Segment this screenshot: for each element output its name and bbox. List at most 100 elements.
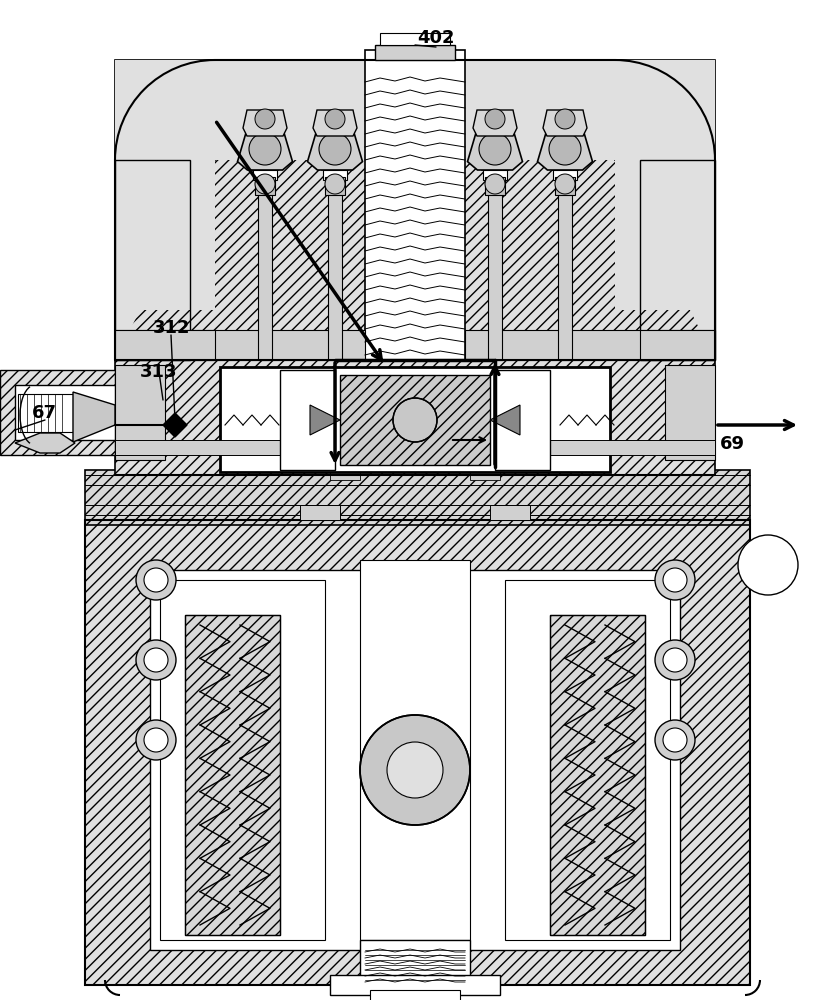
Bar	[115, 160, 215, 310]
Circle shape	[485, 109, 505, 129]
Bar	[330, 975, 500, 995]
Circle shape	[249, 133, 281, 165]
Bar	[220, 367, 610, 472]
Polygon shape	[316, 140, 354, 170]
Bar	[365, 50, 465, 360]
Polygon shape	[237, 128, 293, 170]
Circle shape	[555, 174, 575, 194]
Bar	[550, 615, 645, 935]
Polygon shape	[246, 140, 284, 170]
Bar	[380, 33, 450, 45]
Bar	[470, 470, 500, 480]
Circle shape	[655, 560, 695, 600]
Polygon shape	[490, 405, 520, 435]
Polygon shape	[615, 160, 715, 310]
Bar	[370, 990, 460, 1000]
Circle shape	[479, 133, 511, 165]
Bar	[258, 170, 272, 360]
Bar	[495, 370, 550, 470]
Polygon shape	[73, 392, 115, 442]
Circle shape	[136, 720, 176, 760]
Circle shape	[663, 728, 687, 752]
Circle shape	[663, 568, 687, 592]
Bar	[160, 580, 325, 940]
Circle shape	[255, 145, 275, 165]
Circle shape	[555, 145, 575, 165]
Bar	[615, 160, 715, 310]
Bar	[550, 615, 645, 935]
Bar	[15, 385, 115, 440]
Bar	[488, 170, 502, 360]
Circle shape	[655, 640, 695, 680]
Bar	[185, 615, 280, 935]
Bar	[360, 560, 470, 940]
Bar	[485, 177, 505, 195]
Bar	[490, 505, 530, 520]
Polygon shape	[476, 140, 514, 170]
Bar	[115, 330, 215, 360]
Polygon shape	[543, 110, 587, 136]
Bar	[340, 375, 490, 465]
Circle shape	[144, 648, 168, 672]
Bar	[215, 60, 615, 160]
Circle shape	[485, 145, 505, 165]
Bar	[325, 177, 345, 195]
Bar	[558, 170, 572, 360]
Text: 313: 313	[140, 363, 178, 381]
Circle shape	[325, 174, 345, 194]
Polygon shape	[163, 413, 187, 437]
Bar	[483, 170, 507, 180]
Text: 312: 312	[152, 319, 190, 337]
Circle shape	[136, 640, 176, 680]
Bar	[185, 615, 280, 935]
Polygon shape	[473, 110, 517, 136]
Circle shape	[325, 109, 345, 129]
Bar	[280, 370, 335, 470]
Bar	[465, 330, 715, 360]
Bar	[555, 177, 575, 195]
Bar	[615, 60, 715, 160]
Bar	[85, 520, 750, 985]
Bar	[150, 570, 680, 950]
Polygon shape	[243, 110, 287, 136]
Circle shape	[319, 133, 351, 165]
Bar	[330, 470, 360, 480]
Bar	[360, 715, 470, 825]
Circle shape	[655, 720, 695, 760]
Bar	[300, 505, 340, 520]
Circle shape	[738, 535, 798, 595]
Polygon shape	[115, 160, 215, 310]
Text: 402: 402	[417, 29, 455, 47]
Polygon shape	[15, 433, 75, 453]
Bar	[115, 160, 190, 360]
Bar	[0, 370, 115, 455]
Wedge shape	[115, 60, 215, 160]
Bar	[375, 45, 455, 60]
Bar	[665, 365, 715, 460]
Bar	[115, 60, 715, 360]
Bar	[505, 580, 670, 940]
Polygon shape	[115, 60, 215, 360]
Bar	[328, 170, 342, 360]
Bar	[640, 160, 715, 360]
Bar	[360, 940, 470, 985]
Circle shape	[136, 560, 176, 600]
Bar	[115, 60, 215, 160]
Polygon shape	[313, 110, 357, 136]
Bar	[18, 394, 73, 432]
Bar	[85, 520, 750, 985]
Bar	[550, 440, 715, 455]
Bar	[85, 470, 750, 525]
Polygon shape	[546, 140, 584, 170]
Polygon shape	[308, 128, 362, 170]
Circle shape	[663, 648, 687, 672]
Bar	[115, 330, 365, 360]
Bar	[115, 365, 165, 460]
Bar	[640, 330, 715, 360]
Bar	[393, 398, 437, 442]
Circle shape	[485, 174, 505, 194]
Circle shape	[255, 174, 275, 194]
Text: 69: 69	[720, 435, 745, 453]
Bar	[115, 60, 215, 160]
Circle shape	[255, 109, 275, 129]
